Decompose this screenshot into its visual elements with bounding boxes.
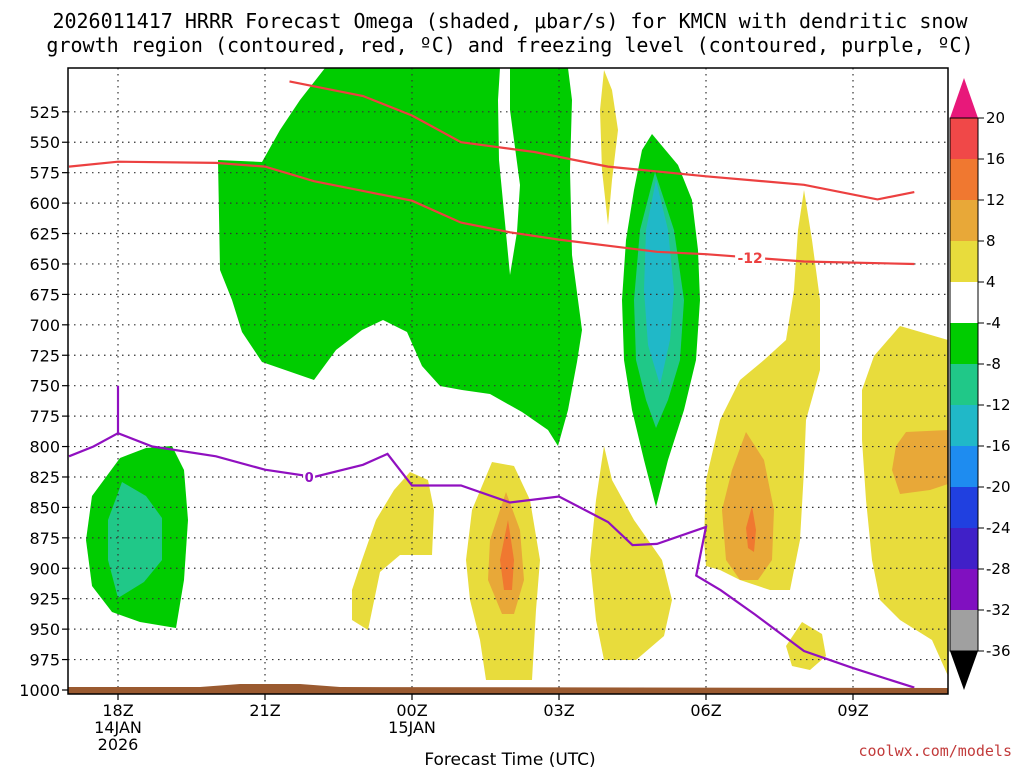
y-tick-label: 775: [29, 407, 60, 426]
y-tick-label: 800: [29, 438, 60, 457]
grid-lines: [68, 68, 948, 694]
y-tick-label: 575: [29, 164, 60, 183]
y-tick-label: 600: [29, 194, 60, 213]
colorbar-swatch: [950, 282, 978, 324]
colorbar-top-arrow: [950, 78, 978, 118]
x-tick-label: 03Z: [543, 701, 574, 720]
colorbar-label: -20: [986, 478, 1011, 496]
x-tick-date-label: 15JAN: [388, 718, 436, 737]
freezing-level-line: [68, 431, 915, 689]
y-tick-label: 675: [29, 285, 60, 304]
y-tick-label: 550: [29, 133, 60, 152]
colorbar-bottom-arrow: [950, 651, 978, 690]
colorbar-swatch: [950, 528, 978, 570]
colorbar-swatch: [950, 118, 978, 160]
y-tick-label: 900: [29, 559, 60, 578]
omega-region-teal-18z: [108, 482, 162, 598]
colorbar-label: 16: [986, 150, 1005, 168]
y-tick-label: 950: [29, 620, 60, 639]
plot-frame: [67, 67, 949, 695]
dgz-upper-isotherm-line: [289, 80, 915, 201]
dgz-contour-label: -12: [735, 248, 766, 267]
colorbar-swatch: [950, 323, 978, 365]
y-tick-label: 725: [29, 346, 60, 365]
colorbar-label: -28: [986, 560, 1011, 578]
y-tick-label: 750: [29, 377, 60, 396]
chart-title-line1: 2026011417 HRRR Forecast Omega (shaded, …: [52, 9, 968, 33]
dgz-label-text: -12: [737, 251, 762, 267]
colorbar-swatch: [950, 159, 978, 201]
x-tick-date-label: 14JAN: [94, 718, 142, 737]
colorbar-label: -32: [986, 601, 1011, 619]
x-tick-year-label: 2026: [98, 735, 139, 754]
y-tick-label: 525: [29, 103, 60, 122]
colorbar-swatch: [950, 405, 978, 447]
colorbar-swatch: [950, 200, 978, 242]
terrain-strip: [68, 684, 948, 694]
omega-region-darkorange-5: [746, 506, 756, 552]
colorbar-swatch: [950, 569, 978, 611]
colorbar-label: -12: [986, 396, 1011, 414]
x-tick-label: 18Z: [102, 701, 133, 720]
y-tick-label: 925: [29, 590, 60, 609]
omega-region-orange-5: [722, 432, 774, 580]
omega-region-yellow-6: [862, 326, 948, 676]
colorbar-swatch: [950, 241, 978, 283]
omega-region-green-main: [218, 68, 582, 446]
y-tick-label: 650: [29, 255, 60, 274]
plot-area: -12 0: [67, 67, 949, 695]
colorbar-label: -4: [986, 314, 1001, 332]
y-axis: 525 550 575 600 625 650 675 700 725 750 775 800 825 8…: [19, 103, 68, 700]
x-axis-label: Forecast Time (UTC): [424, 750, 595, 768]
omega-region-yellow-1: [600, 70, 618, 225]
credit-text: coolwx.com/models: [858, 742, 1012, 760]
colorbar-label: 12: [986, 191, 1005, 209]
dgz-lower-isotherm-line: [68, 160, 915, 266]
colorbar-label: -36: [986, 642, 1011, 660]
freezing-label-text: 0: [305, 471, 314, 486]
colorbar-label: 8: [986, 232, 996, 250]
omega-shaded-fields: [86, 68, 948, 680]
colorbar-swatch: [950, 610, 978, 652]
colorbar: 20 16 12 8 4 -4 -8 -12 -16 -20 -24 -28 -32 -36: [949, 78, 1011, 690]
colorbar-label: -24: [986, 519, 1011, 537]
x-tick-label: 00Z: [396, 701, 427, 720]
omega-region-yellow-7: [786, 622, 826, 670]
omega-region-cyan-column: [644, 180, 674, 385]
y-tick-label: 625: [29, 225, 60, 244]
y-tick-label: 825: [29, 468, 60, 487]
omega-region-yellow-2: [352, 472, 434, 630]
colorbar-swatch: [950, 487, 978, 529]
y-tick-label: 975: [29, 651, 60, 670]
colorbar-swatch: [950, 364, 978, 406]
colorbar-label: 4: [986, 273, 996, 291]
y-tick-label: 1000: [19, 681, 60, 700]
x-tick-label: 09Z: [837, 701, 868, 720]
x-tick-label: 06Z: [690, 701, 721, 720]
freezing-contour-label: 0: [303, 468, 316, 486]
x-tick-label: 21Z: [249, 701, 280, 720]
colorbar-frame: [949, 117, 979, 652]
omega-region-yellow-4: [590, 446, 672, 660]
omega-region-darkorange-3: [500, 520, 514, 590]
colorbar-swatch: [950, 446, 978, 488]
colorbar-label: 20: [986, 109, 1005, 127]
y-tick-label: 875: [29, 529, 60, 548]
omega-region-orange-6: [892, 430, 948, 494]
y-tick-label: 850: [29, 498, 60, 517]
y-tick-label: 700: [29, 316, 60, 335]
colorbar-label: -8: [986, 355, 1001, 373]
colorbar-label: -16: [986, 437, 1011, 455]
chart-title-line2: growth region (contoured, red, ºC) and f…: [46, 33, 973, 57]
